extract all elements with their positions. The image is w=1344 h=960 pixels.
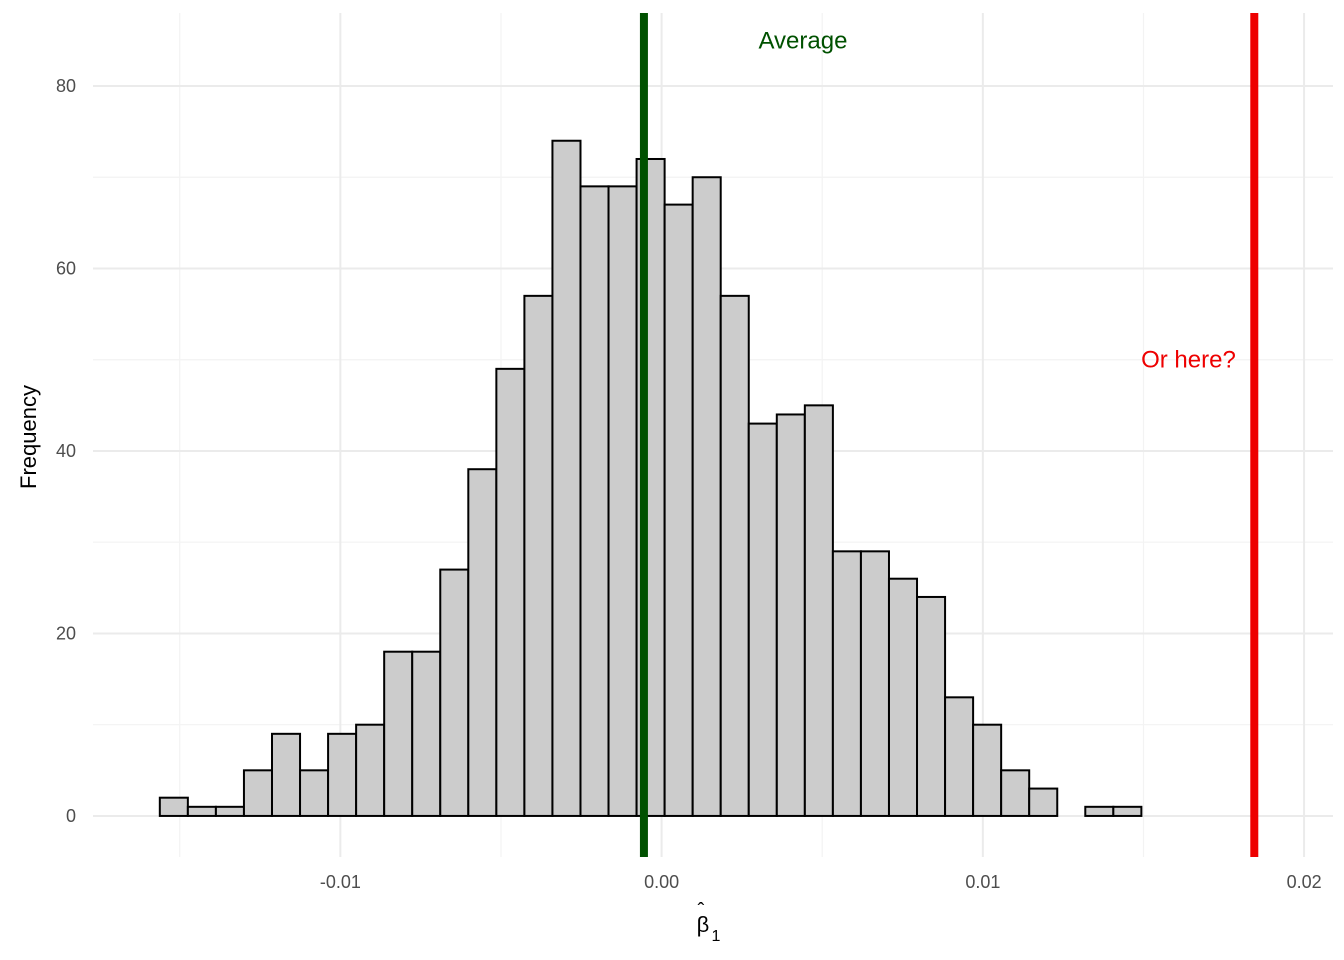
x-tick-label: -0.01 [320, 872, 361, 892]
average-label: Average [758, 27, 847, 54]
histogram-bar [663, 203, 694, 817]
histogram-bar [803, 404, 834, 817]
histogram-bar [495, 367, 526, 817]
bars-layer [158, 139, 1143, 817]
y-tick-label: 40 [56, 441, 76, 461]
histogram-bar [270, 732, 302, 817]
histogram-bar [887, 577, 919, 817]
histogram-bar [186, 805, 217, 817]
x-tick-label: 0.00 [644, 872, 679, 892]
histogram-bar [1028, 787, 1059, 817]
y-tick-label: 60 [56, 258, 76, 278]
histogram-bar [327, 732, 358, 817]
histogram-bar [607, 185, 638, 817]
x-axis-title: ˆ β 1 [697, 900, 721, 945]
histogram-bar [158, 796, 189, 817]
histogram-bar [551, 139, 582, 817]
y-tick-label: 80 [56, 76, 76, 96]
histogram-bar [1112, 805, 1143, 817]
or-here-label: Or here? [1141, 347, 1236, 374]
histogram-bar [916, 595, 947, 817]
grid-layer [93, 13, 1333, 857]
histogram-bar [579, 185, 610, 817]
histogram-bar [439, 568, 470, 817]
x-tick-label: 0.01 [965, 872, 1000, 892]
y-axis-title: Frequency [16, 385, 41, 489]
histogram-bar [944, 696, 975, 817]
histogram-bar [242, 769, 273, 817]
histogram-bar [831, 550, 862, 817]
histogram-bar [719, 294, 750, 817]
histogram-bar [523, 294, 554, 817]
histogram-bar [299, 769, 330, 817]
reference-lines-layer: Average Or here? [639, 13, 1259, 857]
histogram-bar [214, 805, 245, 817]
histogram-bar [467, 468, 498, 817]
histogram-bar [355, 723, 386, 817]
histogram-bar [411, 650, 442, 817]
x-tick-label: 0.02 [1287, 872, 1322, 892]
y-tick-label: 0 [66, 806, 76, 826]
histogram-bar [747, 422, 778, 817]
y-tick-label: 20 [56, 623, 76, 643]
histogram-bar [1084, 805, 1115, 817]
histogram-bar [691, 176, 722, 817]
histogram-bar [383, 650, 414, 817]
x-axis-title-subscript: 1 [712, 928, 721, 945]
tick-labels-layer: -0.01 0.00 0.01 0.02 0 20 40 60 80 [56, 76, 1322, 892]
histogram-bar [972, 723, 1003, 817]
histogram-bar [775, 413, 806, 817]
x-axis-title-hat: ˆ [698, 900, 705, 922]
histogram-bar [1000, 769, 1031, 817]
histogram-bar [859, 550, 890, 817]
x-axis-title-beta: β [697, 912, 710, 937]
